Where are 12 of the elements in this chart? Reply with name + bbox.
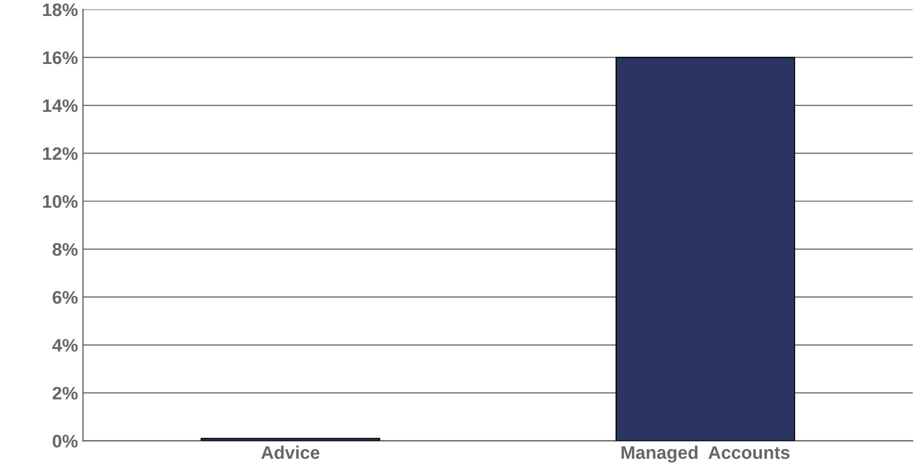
y-tick-label: 16% (43, 51, 78, 64)
y-tick-label: 0% (52, 434, 78, 448)
y-tick-label: 14% (43, 99, 78, 112)
y-tick-label: 2% (52, 386, 78, 400)
y-tick-label: 18% (43, 3, 78, 16)
y-tick-label: 4% (52, 338, 78, 352)
x-tick-label: Managed Accounts (622, 446, 790, 463)
x-tick-label: Advice (261, 446, 320, 459)
y-tick-label: 10% (43, 195, 78, 208)
y-tick-label: 8% (52, 243, 78, 256)
y-tick-label: 12% (43, 147, 78, 160)
y-tick-label: 6% (52, 290, 78, 304)
